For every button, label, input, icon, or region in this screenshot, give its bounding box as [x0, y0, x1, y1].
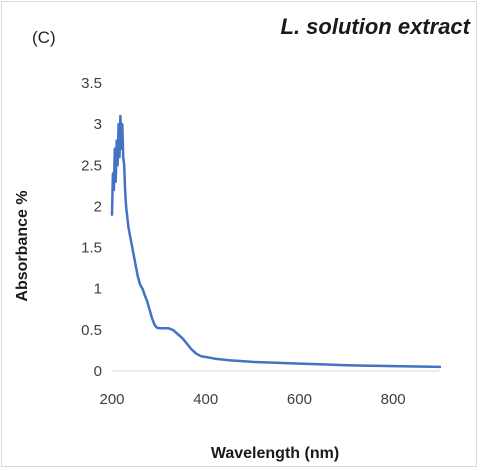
y-tick-label: 2: [94, 198, 102, 215]
y-axis-ticks: 0 0.5 1 1.5 2 2.5 3 3.5: [81, 75, 102, 380]
chart-title: L. solution extract: [280, 14, 470, 39]
x-tick-label: 200: [99, 391, 124, 408]
y-tick-label: 3: [94, 116, 102, 133]
x-tick-label: 600: [287, 391, 312, 408]
x-tick-label: 800: [381, 391, 406, 408]
series-line: [110, 114, 442, 369]
x-axis-ticks: 200 400 600 800: [99, 391, 405, 408]
x-axis-title: Wavelength (nm): [211, 445, 339, 462]
y-tick-label: 1: [94, 281, 102, 298]
y-tick-label: 1.5: [81, 240, 102, 257]
y-tick-label: 2.5: [81, 157, 102, 174]
y-tick-label: 3.5: [81, 75, 102, 92]
y-tick-label: 0: [94, 363, 102, 380]
y-tick-label: 0.5: [81, 322, 102, 339]
y-axis-title: Absorbance %: [14, 190, 31, 301]
panel-label: (C): [32, 28, 56, 47]
x-tick-label: 400: [193, 391, 218, 408]
